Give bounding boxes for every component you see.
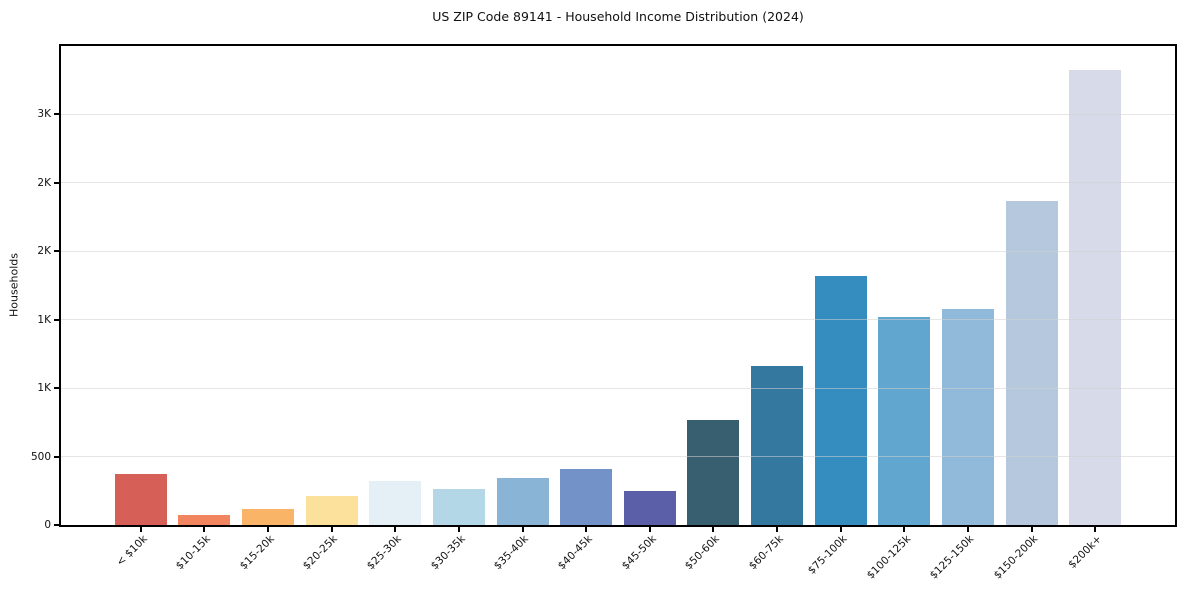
x-tick-label: $100-125k: [864, 533, 913, 582]
gridline: [61, 182, 1175, 184]
x-tick-label: $60-75k: [746, 533, 786, 573]
y-tick-mark: [54, 524, 59, 526]
x-tick-mark: [839, 527, 842, 532]
y-axis-label: Households: [7, 253, 21, 317]
y-tick-mark: [54, 113, 59, 116]
y-tick-label: 1K: [37, 382, 51, 395]
x-tick-mark: [267, 527, 270, 532]
x-tick-label: $35-40k: [491, 533, 532, 573]
x-tick-mark: [776, 527, 779, 532]
bar-15-20k: [242, 508, 295, 525]
x-tick-mark: [203, 527, 206, 532]
bar-20-25k: [305, 495, 358, 525]
x-tick-label: $20-25k: [301, 533, 341, 573]
x-tick-mark: [585, 527, 588, 532]
chart-title: US ZIP Code 89141 - Household Income Dis…: [432, 9, 804, 24]
y-tick-mark: [54, 181, 59, 184]
y-tick-label: 2K: [37, 176, 51, 189]
x-tick-mark: [1030, 527, 1033, 532]
x-tick-label: $125-150k: [927, 533, 977, 582]
y-tick-label: 500: [30, 450, 51, 463]
gridline: [61, 113, 1175, 115]
y-tick-mark: [54, 455, 59, 458]
y-tick-label: 3K: [37, 108, 51, 121]
x-tick-mark: [1094, 527, 1097, 532]
plot-area: 0 500 1K 1K 2K 2K 3K < $10k $10-15k $15-20k $20-2…: [31, 44, 1177, 582]
x-tick-mark: [648, 527, 651, 532]
bar-25-30k: [369, 480, 422, 525]
x-tick-label: < $10k: [113, 533, 150, 569]
bar-40-45k: [560, 468, 613, 525]
x-tick-label: $75-100k: [805, 533, 850, 577]
x-tick-mark: [903, 527, 906, 532]
bar-150-200k: [1005, 201, 1058, 525]
x-tick-label: $15-20k: [237, 533, 277, 573]
bar-45-50k: [623, 490, 676, 525]
x-tick-label: $25-30k: [364, 533, 404, 573]
y-tick-mark: [54, 387, 59, 390]
bar-10k: [114, 474, 167, 525]
bar-35-40k: [496, 478, 549, 525]
x-tick-mark: [330, 527, 333, 532]
y-tick-mark: [54, 318, 59, 321]
x-tick-label: $150-200k: [991, 533, 1041, 582]
x-tick-label: $40-45k: [555, 533, 595, 573]
bar-60-75k: [751, 365, 804, 525]
bar-125-150k: [941, 308, 994, 525]
y-tick-mark: [54, 250, 59, 253]
bar-75-100k: [814, 275, 867, 525]
x-tick-mark: [712, 527, 715, 532]
y-tick-label: 0: [44, 519, 51, 531]
x-tick-mark: [521, 527, 524, 532]
bar-10-15k: [178, 514, 231, 525]
x-tick-mark: [139, 527, 142, 532]
x-tick-mark: [966, 527, 969, 532]
bar-50-60k: [687, 419, 740, 525]
y-tick-label: 2K: [37, 245, 51, 258]
x-tick-mark: [457, 527, 460, 532]
x-tick-label: $30-35k: [428, 533, 468, 573]
y-tick-label: 1K: [37, 313, 51, 326]
x-tick-label: $45-50k: [619, 533, 659, 573]
bar-200k: [1069, 69, 1122, 525]
bar-30-35k: [432, 489, 485, 525]
bar-100-125k: [878, 316, 931, 525]
x-tick-label: $50-60k: [682, 533, 722, 573]
x-tick-mark: [394, 527, 397, 532]
x-tick-label: $200k+: [1065, 533, 1104, 571]
x-tick-label: $10-15k: [173, 533, 213, 573]
